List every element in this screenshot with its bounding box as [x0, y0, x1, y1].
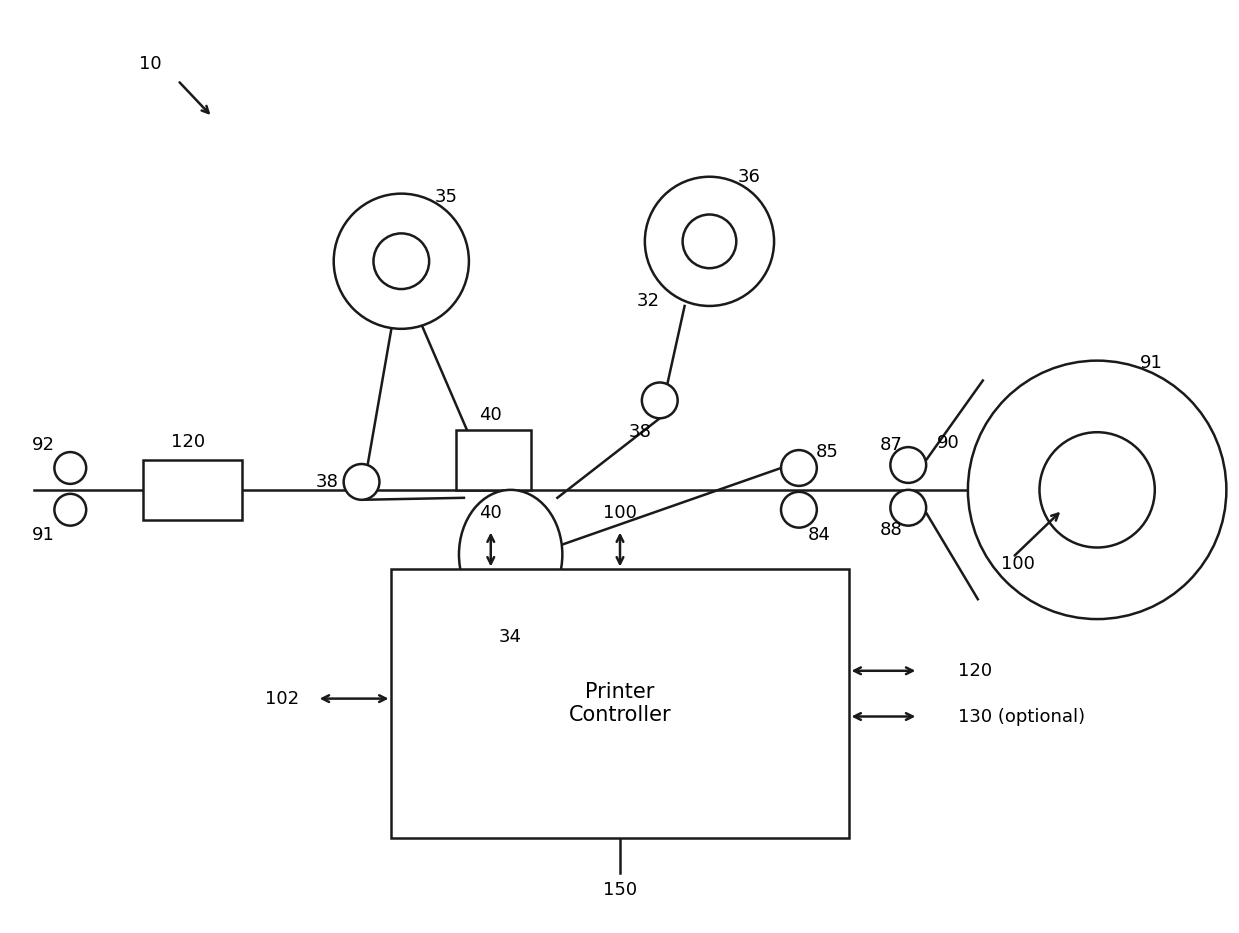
Text: 85: 85	[815, 443, 839, 461]
Text: 102: 102	[265, 689, 299, 707]
Circle shape	[683, 215, 736, 268]
Circle shape	[55, 494, 87, 525]
Circle shape	[333, 194, 468, 328]
Ellipse shape	[458, 490, 563, 620]
Text: 87: 87	[880, 436, 903, 454]
Text: Printer
Controller: Printer Controller	[569, 682, 672, 725]
Circle shape	[1040, 432, 1155, 548]
Text: 120: 120	[958, 661, 992, 680]
Circle shape	[642, 383, 678, 418]
Bar	[392, 569, 849, 838]
Text: 92: 92	[32, 436, 55, 454]
Bar	[456, 430, 530, 490]
Text: 88: 88	[880, 521, 903, 538]
Text: 91: 91	[32, 525, 55, 544]
Circle shape	[55, 453, 87, 484]
Text: 38: 38	[628, 424, 652, 441]
Text: 32: 32	[637, 292, 659, 310]
Circle shape	[968, 361, 1227, 620]
Text: 130 (optional): 130 (optional)	[958, 707, 1085, 726]
Text: 40: 40	[479, 504, 502, 522]
Text: 10: 10	[140, 55, 162, 74]
Circle shape	[891, 490, 927, 525]
Text: 91: 91	[1140, 354, 1163, 371]
Circle shape	[891, 447, 927, 483]
Text: 100: 100	[1001, 555, 1035, 574]
Text: 40: 40	[479, 406, 502, 425]
Text: 35: 35	[435, 188, 457, 205]
Circle shape	[373, 233, 429, 289]
Circle shape	[781, 492, 817, 528]
Circle shape	[781, 450, 817, 486]
Text: 36: 36	[737, 168, 761, 186]
Bar	[142, 460, 243, 520]
Circle shape	[343, 464, 379, 500]
Circle shape	[644, 176, 774, 306]
Text: 84: 84	[808, 525, 830, 544]
Text: 34: 34	[499, 628, 522, 646]
Text: 120: 120	[171, 433, 204, 452]
Text: 150: 150	[603, 882, 637, 899]
Text: 38: 38	[315, 473, 338, 491]
Text: 90: 90	[937, 434, 959, 453]
Text: 100: 100	[603, 504, 637, 522]
